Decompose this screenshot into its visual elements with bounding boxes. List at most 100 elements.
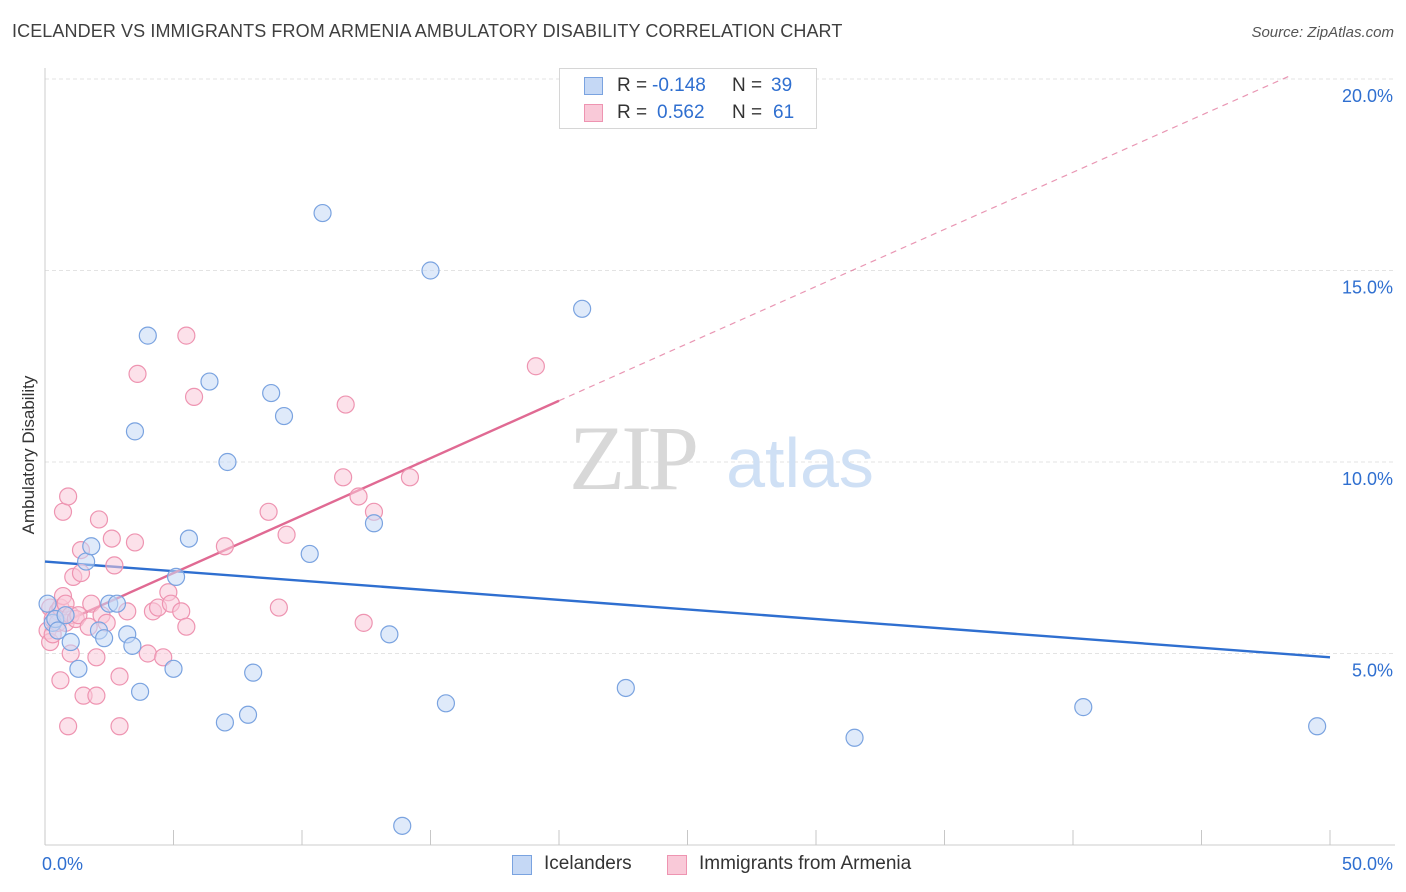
icelanders-point: [107, 594, 127, 613]
armenia-point: [154, 648, 173, 667]
icelanders-point: [200, 372, 219, 391]
armenia-point: [526, 357, 545, 376]
trend-line-armenia: [44, 399, 560, 632]
icelanders-point: [300, 544, 319, 564]
x-tick-label-0: 0.0%: [42, 854, 83, 874]
armenia-point: [87, 648, 106, 667]
icelanders-point: [218, 452, 237, 472]
armenia-point: [215, 537, 234, 556]
icelanders-point: [82, 537, 101, 556]
armenia-point: [105, 556, 124, 575]
trend-line-icelanders: [44, 560, 1331, 659]
legend-series: Icelanders Immigrants from Armenia: [0, 850, 1406, 880]
armenia-point: [102, 529, 121, 548]
trend-line-armenia-extension: [558, 74, 1292, 402]
armenia-point: [128, 364, 147, 384]
points-layer: [38, 203, 1327, 835]
armenia-point: [336, 395, 355, 414]
icelanders-point: [1308, 717, 1327, 736]
armenia-point: [334, 468, 353, 487]
icelanders-point: [573, 299, 592, 318]
legend-swatch-armenia: [667, 855, 687, 875]
icelanders-point: [274, 406, 294, 426]
armenia-point: [138, 644, 157, 663]
legend-r-value-icelanders: -0.148: [652, 75, 706, 96]
y-tick-label-5: 5.0%: [1352, 661, 1393, 681]
chart-title: ICELANDER VS IMMIGRANTS FROM ARMENIA AMB…: [12, 21, 843, 41]
armenia-point: [354, 613, 373, 632]
watermark-zip: ZIP: [569, 407, 696, 509]
legend-r-label: R =: [617, 102, 648, 123]
icelanders-point: [393, 816, 412, 835]
armenia-point: [89, 510, 109, 529]
icelanders-point: [1074, 698, 1093, 717]
legend-label-icelanders: Icelanders: [544, 853, 632, 874]
legend-r-label: R =: [617, 75, 648, 96]
armenia-point: [87, 686, 106, 705]
armenia-point: [59, 717, 78, 736]
armenia-point: [259, 502, 278, 521]
icelanders-point: [123, 636, 142, 655]
armenia-point: [177, 326, 196, 345]
legend-n-label: N =: [732, 102, 763, 123]
tick-label-layer: 5.0% 10.0% 15.0% 20.0% 0.0% 50.0%: [42, 86, 1393, 874]
armenia-point: [59, 487, 78, 506]
icelanders-point: [48, 621, 67, 640]
y-axis-label: Ambulatory Disability: [19, 375, 38, 535]
legend-r-value-armenia: 0.562: [657, 102, 705, 123]
icelanders-point: [616, 678, 635, 698]
armenia-point: [400, 468, 420, 487]
armenia-point: [184, 387, 204, 406]
axis-layer: [44, 68, 1395, 846]
icelanders-point: [56, 606, 75, 625]
icelanders-point: [238, 705, 258, 724]
icelanders-point: [164, 659, 183, 678]
source-label: Source: ZipAtlas.com: [1251, 24, 1394, 41]
legend-label-armenia: Immigrants from Armenia: [699, 853, 912, 874]
legend-swatch-icelanders: [512, 855, 532, 875]
armenia-point: [110, 667, 129, 686]
y-tick-label-10: 10.0%: [1342, 469, 1393, 489]
icelanders-point: [380, 625, 399, 644]
icelanders-point: [125, 422, 145, 441]
x-tick-label-50: 50.0%: [1342, 854, 1393, 874]
legend-n-value-armenia: 61: [773, 102, 795, 123]
icelanders-point: [61, 632, 80, 652]
armenia-point: [125, 533, 145, 552]
armenia-point: [349, 487, 368, 506]
icelanders-point: [38, 594, 57, 613]
icelanders-point: [166, 567, 186, 587]
trend-layer: [44, 74, 1331, 659]
icelanders-point: [138, 326, 157, 345]
icelanders-point: [244, 663, 263, 682]
icelanders-point: [179, 529, 199, 548]
y-tick-label-20: 20.0%: [1342, 86, 1393, 106]
legend-n-value-icelanders: 39: [771, 75, 793, 96]
icelanders-point: [215, 713, 234, 732]
icelanders-point: [845, 728, 864, 747]
icelanders-point: [313, 203, 332, 223]
watermark-atlas: atlas: [726, 424, 874, 502]
icelanders-point: [69, 659, 88, 678]
legend-correlation: R = -0.148 N = 39 R = 0.562 N = 61: [559, 68, 817, 129]
armenia-point: [172, 602, 191, 621]
legend-row-icelanders: R = -0.148 N = 39: [560, 73, 816, 99]
armenia-point: [269, 598, 288, 617]
y-tick-label-15: 15.0%: [1342, 278, 1393, 298]
icelanders-point: [130, 682, 150, 701]
legend-n-label: N =: [732, 75, 763, 96]
icelanders-point: [262, 383, 281, 403]
armenia-point: [177, 617, 196, 636]
icelanders-point: [364, 514, 384, 533]
legend-swatch-armenia: [584, 104, 603, 122]
armenia-point: [82, 594, 101, 613]
armenia-point: [277, 525, 296, 544]
icelanders-point: [95, 629, 114, 648]
armenia-point: [110, 717, 129, 736]
watermark: ZIP atlas: [569, 407, 874, 509]
grid-layer: [45, 78, 1395, 654]
armenia-point: [51, 671, 70, 690]
icelanders-point: [421, 261, 440, 280]
icelanders-point: [436, 694, 456, 713]
